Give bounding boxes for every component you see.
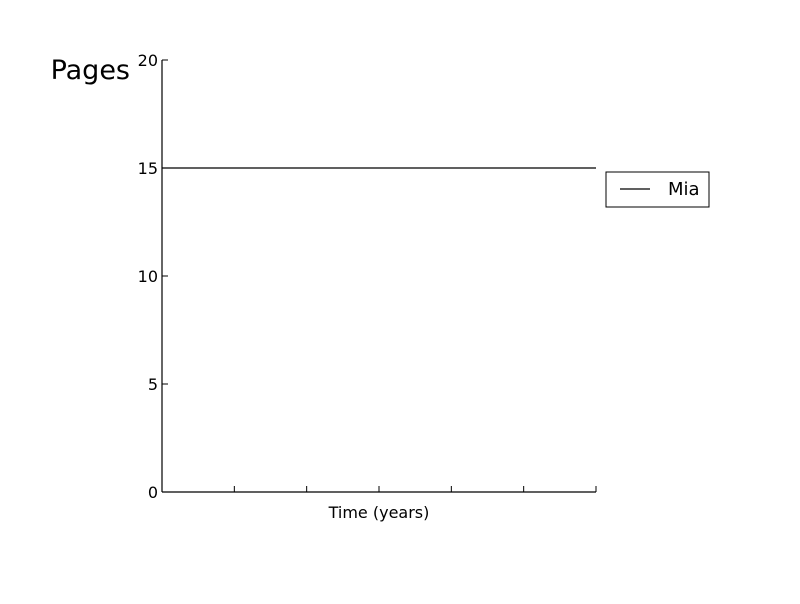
x-axis-title: Time (years) — [328, 503, 430, 522]
legend-label-mia: Mia — [668, 179, 700, 200]
y-tick-label: 20 — [138, 51, 158, 70]
legend: Mia — [606, 172, 709, 207]
chart-title: Pages — [51, 55, 130, 86]
y-tick-label: 10 — [138, 267, 158, 286]
y-axis-ticks: 0 5 10 15 20 — [138, 51, 168, 502]
chart-axes — [162, 60, 596, 492]
x-axis-ticks — [162, 486, 596, 492]
y-tick-label: 0 — [148, 483, 158, 502]
y-tick-label: 5 — [148, 375, 158, 394]
y-tick-label: 15 — [138, 159, 158, 178]
